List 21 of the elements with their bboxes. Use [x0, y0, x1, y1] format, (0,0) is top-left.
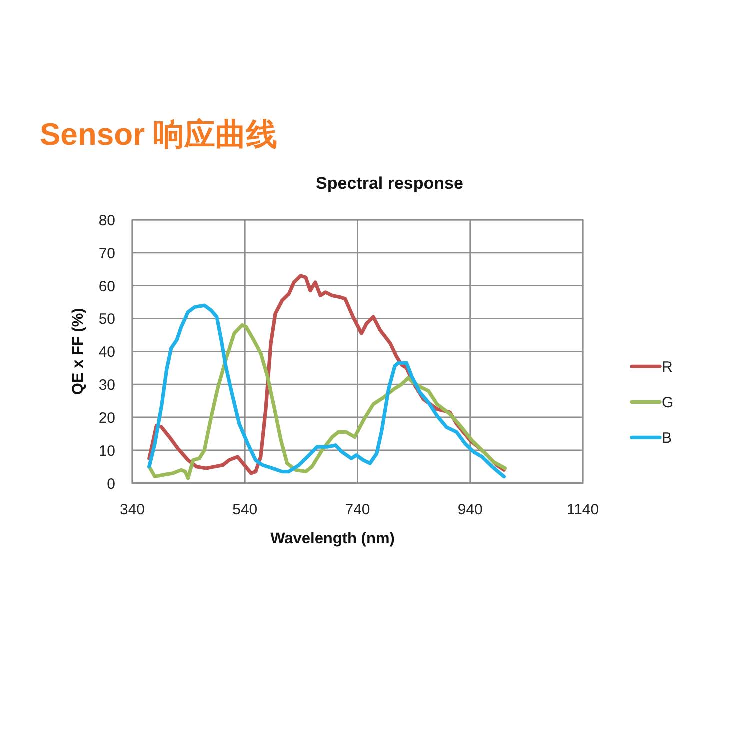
- chart-subtitle: Spectral response: [316, 174, 464, 193]
- x-axis-title: Wavelength (nm): [270, 530, 395, 548]
- y-tick-label: 80: [98, 212, 116, 230]
- x-tick-label: 1140: [566, 501, 600, 518]
- x-tick-label: 940: [458, 501, 483, 518]
- y-axis-title: QE x FF (%): [70, 308, 87, 396]
- legend-label: B: [662, 430, 672, 448]
- y-tick-label: 50: [98, 311, 116, 328]
- legend-label: R: [662, 359, 673, 376]
- x-tick-label: 340: [120, 501, 146, 518]
- x-tick-label: 540: [232, 501, 258, 518]
- x-tick-label: 740: [345, 501, 370, 518]
- y-tick-label: 20: [98, 410, 116, 427]
- y-tick-label: 10: [98, 442, 116, 460]
- y-tick-label: 40: [98, 344, 116, 362]
- legend-label: G: [662, 394, 674, 412]
- chart-title: Sensor 响应曲线: [40, 117, 278, 152]
- y-tick-label: 70: [98, 245, 116, 262]
- y-tick-label: 30: [98, 377, 116, 394]
- y-tick-label: 0: [107, 476, 116, 493]
- y-tick-label: 60: [98, 278, 116, 296]
